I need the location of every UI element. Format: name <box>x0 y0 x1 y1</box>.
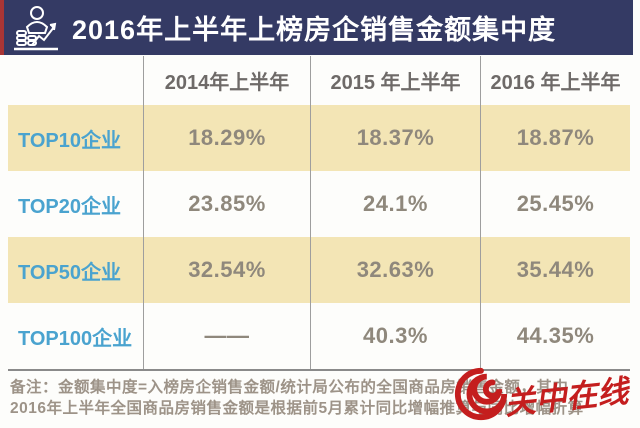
top20-2015-value: 24.1% <box>310 171 480 237</box>
top50-2016-value: 35.44% <box>480 237 630 303</box>
top10-2016-value: 18.87% <box>480 105 630 171</box>
table-row-top50: TOP50企业 32.54% 32.63% 35.44% <box>8 237 630 303</box>
table-row-top10: TOP10企业 18.29% 18.37% 18.87% <box>8 105 630 171</box>
table-row-top20: TOP20企业 23.85% 24.1% 25.45% <box>8 171 630 237</box>
header-2014: 2014年上半年 <box>143 56 310 105</box>
row-label-top10: TOP10企业 <box>18 129 121 152</box>
footnote: 备注：金额集中度=入榜房企销售金额/统计局公布的全国商品房销售金额，其中 201… <box>10 377 630 419</box>
top20-2014-value: 23.85% <box>143 171 310 237</box>
table-row-top100: TOP100企业 —— 40.3% 44.35% <box>8 303 630 369</box>
row-label-top100: TOP100企业 <box>18 327 133 350</box>
title-bar: 2016年上半年上榜房企销售金额集中度 <box>0 0 633 55</box>
top50-2014-value: 32.54% <box>143 237 310 303</box>
top50-2015-value: 32.63% <box>310 237 480 303</box>
top100-2016-value: 44.35% <box>480 303 630 369</box>
row-label-top50: TOP50企业 <box>18 261 121 284</box>
table-header-row: 2014年上半年 2015 年上半年 2016 年上半年 <box>8 56 630 105</box>
footnote-line1: 备注：金额集中度=入榜房企销售金额/统计局公布的全国商品房销售金额，其中 <box>10 379 569 396</box>
row-label-top20: TOP20企业 <box>18 195 121 218</box>
concentration-table: 2014年上半年 2015 年上半年 2016 年上半年 TOP10企业 18.… <box>8 56 630 371</box>
page-title: 2016年上半年上榜房企销售金额集中度 <box>72 15 557 45</box>
top10-2014-value: 18.29% <box>143 105 310 171</box>
header-empty-cell <box>8 56 143 105</box>
top20-2016-value: 25.45% <box>480 171 630 237</box>
header-2015: 2015 年上半年 <box>310 56 480 105</box>
header-2016: 2016 年上半年 <box>480 56 630 105</box>
businessman-growth-icon <box>14 5 58 50</box>
top10-2015-value: 18.37% <box>310 105 480 171</box>
top100-2014-value: —— <box>143 303 310 369</box>
footnote-line2: 2016年上半年全国商品房销售金额是根据前5月累计同比增幅推算与同比增幅折算 <box>10 400 584 417</box>
top100-2015-value: 40.3% <box>310 303 480 369</box>
